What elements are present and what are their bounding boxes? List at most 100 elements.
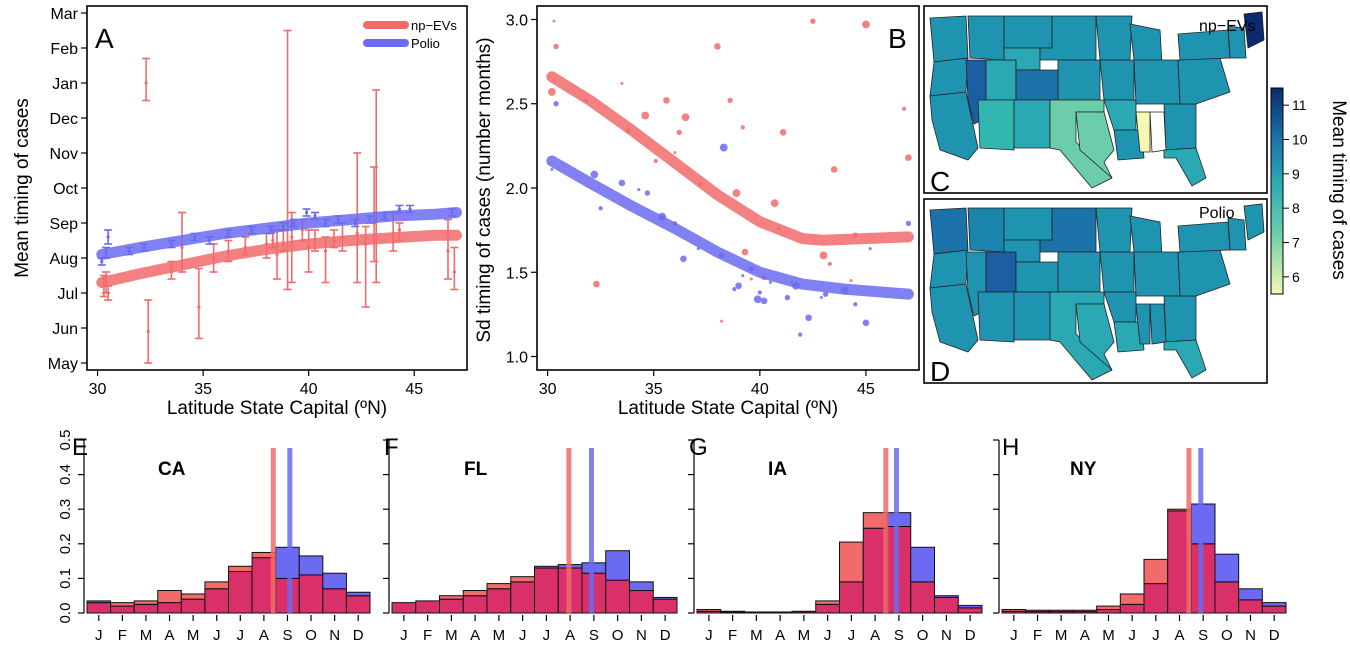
data-point xyxy=(868,247,872,251)
data-point xyxy=(732,287,737,292)
data-point xyxy=(658,212,667,221)
panel-c-letter: C xyxy=(930,166,950,197)
state-wi-mi xyxy=(1129,23,1163,65)
y-tick-label: Jul xyxy=(58,286,78,303)
state-fl xyxy=(1163,339,1207,379)
x-tick-label: S xyxy=(894,627,904,644)
data-point xyxy=(197,305,201,309)
state-wa xyxy=(929,15,969,63)
y-tick-label: 0.4 xyxy=(57,464,74,485)
data-point xyxy=(553,43,559,50)
histogram-panels: E F G H CA0.00.10.20.30.40.5J F M A M J J A S O N D… xyxy=(57,430,1287,644)
x-tick-label: D xyxy=(965,627,976,644)
data-point xyxy=(169,242,174,246)
y-tick-label: Mar xyxy=(50,6,78,23)
bar-excess xyxy=(510,576,535,583)
bar-overlap xyxy=(744,611,769,614)
x-tick-label: N xyxy=(1245,627,1256,644)
bar-excess xyxy=(1238,588,1263,601)
bar-excess xyxy=(1096,605,1121,611)
x-tick-label: 40 xyxy=(751,381,769,398)
y-tick-label: 1.5 xyxy=(506,265,528,282)
x-tick-label: A xyxy=(470,627,480,644)
x-tick-label: M xyxy=(750,627,763,644)
data-point xyxy=(663,97,670,104)
state-tx-east xyxy=(1075,111,1115,179)
x-tick-label: J xyxy=(95,627,103,644)
state-midwest-east xyxy=(1133,251,1181,297)
state-ga-sc xyxy=(1163,103,1197,151)
x-tick-label: F xyxy=(423,627,432,644)
state-ne-ks xyxy=(1057,59,1101,101)
x-tick-label: M xyxy=(187,627,200,644)
colorbar-gradient xyxy=(1270,87,1284,295)
x-tick-label: S xyxy=(282,627,292,644)
data-point xyxy=(676,129,682,136)
colorbar-title: Mean timing of cases xyxy=(1328,100,1349,280)
data-point xyxy=(905,154,912,161)
y-tick-label: 1.0 xyxy=(506,350,528,367)
data-point xyxy=(250,228,254,232)
x-tick-label: M xyxy=(493,627,506,644)
data-point xyxy=(226,231,231,236)
colorbar-tick-label: 8 xyxy=(1292,200,1300,216)
bar-overlap xyxy=(391,602,417,614)
x-tick-label: A xyxy=(775,627,785,644)
data-point xyxy=(779,129,787,136)
bar-overlap xyxy=(1238,599,1263,614)
x-tick-label: O xyxy=(1221,627,1233,644)
x-tick-label: F xyxy=(1033,627,1042,644)
data-point xyxy=(583,98,588,103)
data-point xyxy=(672,221,678,226)
x-tick-label: F xyxy=(118,627,127,644)
bar-overlap xyxy=(415,600,440,614)
state-midwest-east xyxy=(1133,59,1181,105)
y-tick-label: 0.3 xyxy=(57,499,74,520)
state-fl xyxy=(1163,147,1207,187)
panel-a-y-axis-label: Mean timing of cases xyxy=(12,98,33,278)
bar-overlap xyxy=(322,588,347,614)
data-point xyxy=(397,207,402,211)
bar-overlap xyxy=(910,581,935,614)
bar-excess xyxy=(1143,558,1169,585)
panel-b-x-axis-label: Latitude State Capital (ºN) xyxy=(618,398,838,419)
x-tick-label: J xyxy=(237,627,245,644)
panel-d-label: Polio xyxy=(1199,205,1235,222)
series-polio xyxy=(546,101,914,337)
state-ms xyxy=(1135,111,1151,153)
x-tick-label: A xyxy=(165,627,175,644)
y-tick-label: Aug xyxy=(50,251,78,268)
y-tick-label: Oct xyxy=(53,181,78,198)
bar-excess xyxy=(180,593,206,600)
data-point xyxy=(290,235,294,239)
x-tick-label: 45 xyxy=(405,381,423,398)
data-point xyxy=(355,231,359,236)
x-tick-label: 45 xyxy=(857,381,875,398)
state-or xyxy=(929,249,969,289)
data-point xyxy=(853,302,858,307)
histogram-ia: IAJ F M A M J J A S O N D xyxy=(688,439,983,644)
data-point xyxy=(819,251,828,260)
panel-a-letter: A xyxy=(95,23,114,54)
data-point xyxy=(653,158,658,164)
data-point xyxy=(391,231,395,236)
colorbar-tick-label: 7 xyxy=(1292,235,1300,251)
data-point xyxy=(397,228,402,232)
data-point xyxy=(840,286,849,295)
data-point xyxy=(292,221,296,225)
bar-overlap xyxy=(510,581,535,614)
data-point xyxy=(768,280,772,284)
data-point xyxy=(553,101,559,107)
y-tick-label: 0.1 xyxy=(57,568,74,589)
bar-overlap xyxy=(767,611,793,614)
x-tick-label: A xyxy=(259,627,269,644)
colorbar: 6 7 8 9 10 11 Mean timing of cases xyxy=(1270,87,1349,295)
legend-label-polio: Polio xyxy=(411,36,440,51)
x-tick-label: N xyxy=(636,627,647,644)
y-tick-label: 0.2 xyxy=(57,533,74,554)
data-point xyxy=(852,232,859,238)
data-point xyxy=(226,249,231,253)
state-mn xyxy=(1095,15,1133,61)
bar-overlap xyxy=(462,595,488,614)
